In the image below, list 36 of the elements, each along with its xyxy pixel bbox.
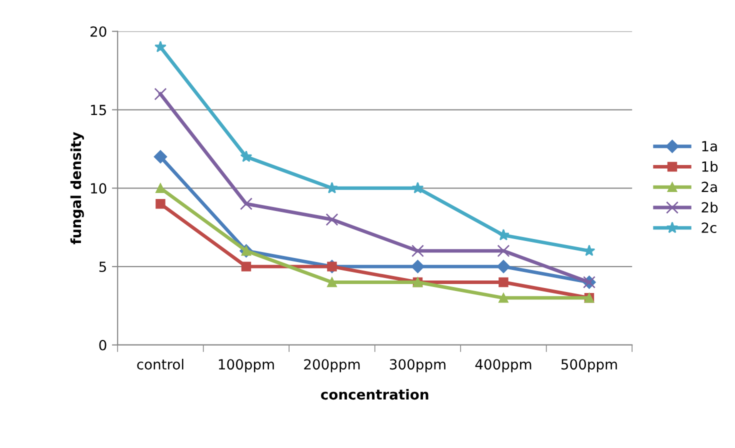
x-tick-label: control <box>137 358 184 370</box>
point <box>412 182 424 194</box>
x-tick-label: 500ppm <box>561 359 617 372</box>
point <box>240 198 252 210</box>
point <box>241 262 252 272</box>
y-tick-label: 10 <box>91 183 106 194</box>
x-tick-label: 100ppm <box>218 359 274 372</box>
legend-label: 2b <box>702 202 718 213</box>
point <box>154 150 168 164</box>
y-tick-label: 15 <box>91 104 106 116</box>
point <box>498 277 508 288</box>
x-axis-title: concentration <box>321 388 428 400</box>
point <box>154 88 167 100</box>
legend-label: 1b <box>702 161 718 172</box>
point <box>411 244 424 258</box>
y-tick-label: 20 <box>90 26 106 37</box>
y-tick-label: 5 <box>99 262 106 272</box>
point <box>498 293 508 303</box>
point <box>156 198 166 209</box>
y-tick-label: 0 <box>99 340 106 350</box>
point <box>411 260 424 274</box>
x-tick-label: 200ppm <box>304 359 360 372</box>
point <box>326 213 338 226</box>
legend-label: 2a <box>702 182 717 192</box>
y-axis-title: fungal density <box>70 132 84 244</box>
point <box>240 150 252 162</box>
x-tick-label: 400ppm <box>475 359 532 372</box>
point <box>154 40 166 52</box>
point <box>496 260 510 274</box>
point <box>156 183 166 194</box>
legend-label: 2c <box>702 222 716 233</box>
point <box>327 277 337 288</box>
point <box>497 228 510 240</box>
point <box>497 244 510 258</box>
legend-label: 1a <box>702 141 717 152</box>
x-tick-label: 300ppm <box>390 359 446 372</box>
